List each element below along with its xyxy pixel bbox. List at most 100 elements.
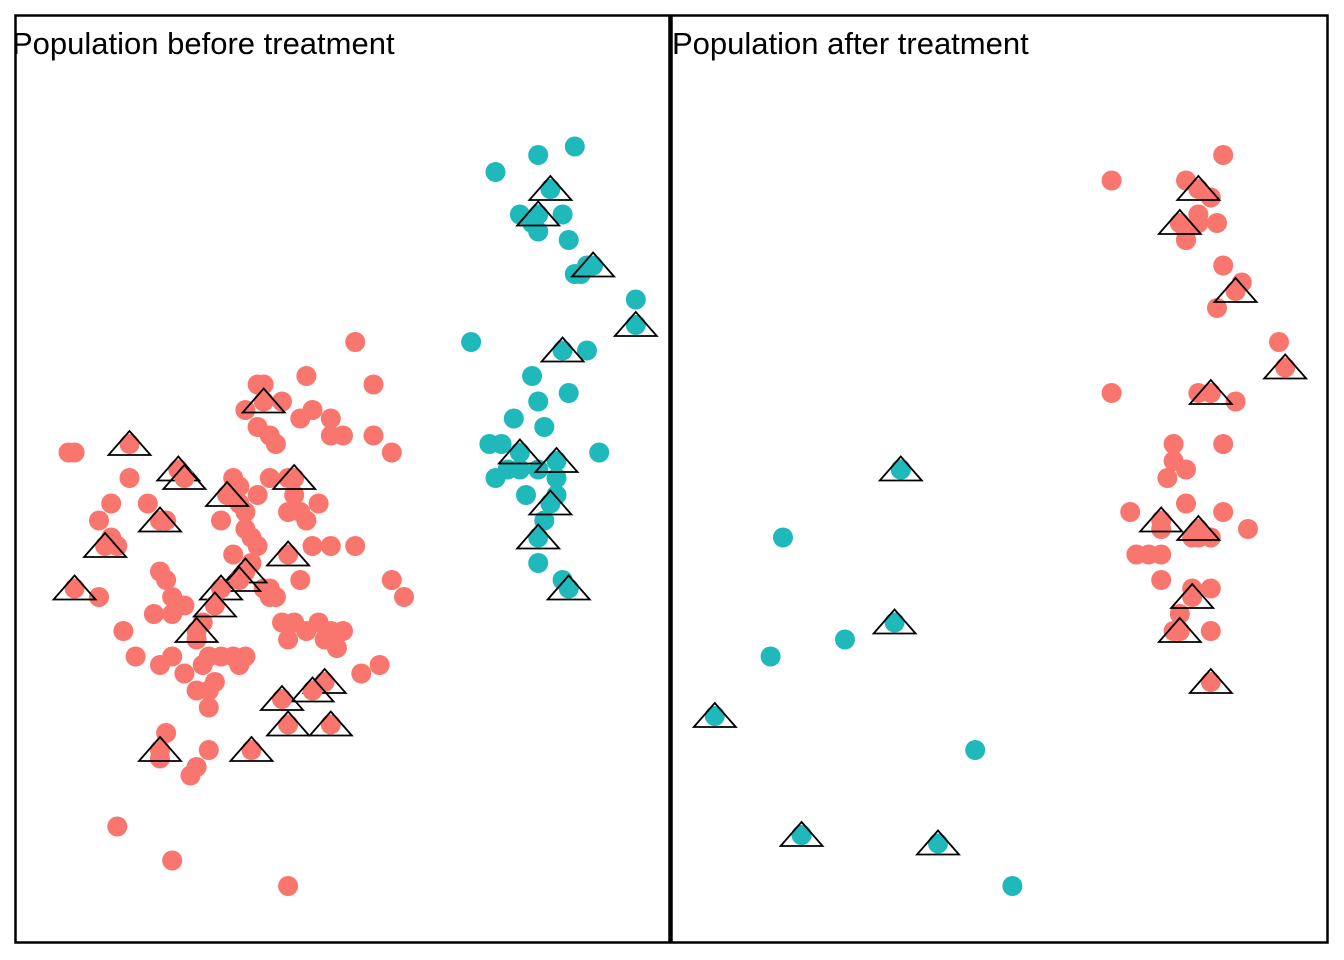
- triangle-marker: [259, 684, 305, 711]
- scatter-point: [363, 374, 384, 395]
- scatter-point: [528, 221, 549, 242]
- scatter-point: [125, 646, 146, 667]
- scatter-point: [1169, 604, 1190, 624]
- scatter-point: [235, 646, 256, 667]
- scatter-point: [1151, 570, 1172, 590]
- scatter-point: [320, 714, 341, 735]
- scatter-point: [564, 136, 585, 157]
- triangle-marker: [137, 735, 183, 762]
- scatter-marks: [691, 145, 1309, 896]
- scatter-point: [278, 629, 299, 650]
- scatter-point: [95, 536, 116, 556]
- scatter-point: [1200, 578, 1221, 599]
- scatter-point: [247, 536, 268, 556]
- scatter-point: [363, 425, 384, 446]
- scatter-point: [540, 493, 561, 514]
- scatter-point: [198, 697, 219, 718]
- scatter-point: [1200, 621, 1221, 641]
- scatter-point: [528, 527, 549, 548]
- scatter-point: [296, 366, 317, 386]
- triangle-marker: [265, 540, 312, 567]
- scatter-point: [381, 570, 402, 590]
- panel-border: [670, 14, 1329, 944]
- panel-title: Population before treatment: [12, 26, 395, 61]
- scatter-point: [101, 493, 122, 514]
- triangle-marker: [265, 710, 312, 737]
- scatter-point: [58, 442, 79, 463]
- triangle-marker: [271, 463, 318, 490]
- scatter-point: [345, 332, 366, 352]
- scatter-point: [461, 332, 482, 352]
- scatter-point: [284, 485, 305, 505]
- scatter-point: [162, 850, 183, 871]
- scatter-point: [186, 621, 207, 641]
- scatter-point: [223, 468, 244, 488]
- scatter-point: [272, 689, 292, 709]
- triangle-marker: [1175, 174, 1222, 201]
- triangle-marker: [915, 829, 961, 856]
- scatter-point: [351, 663, 372, 684]
- scatter-point: [552, 340, 573, 361]
- triangle-marker: [161, 463, 208, 490]
- scatter-point: [308, 493, 329, 514]
- scatter-point: [302, 680, 323, 701]
- scatter-point: [64, 578, 85, 599]
- scatter-point: [229, 570, 250, 590]
- scatter-point: [1225, 281, 1246, 301]
- scatter-point: [198, 740, 219, 760]
- scatter-point: [1169, 213, 1190, 233]
- scatter-point: [1213, 255, 1234, 276]
- scatter-point: [174, 663, 195, 684]
- scatter-point: [558, 578, 579, 599]
- triangle-marker: [1156, 616, 1203, 643]
- scatter-point: [1188, 179, 1209, 199]
- triangle-marker: [204, 480, 251, 507]
- scatter-point: [211, 510, 231, 531]
- scatter-point: [204, 595, 225, 616]
- scatter-point: [625, 289, 646, 310]
- panel-before-treatment: Population before treatment: [12, 14, 671, 944]
- triangle-marker: [539, 336, 586, 363]
- scatter-point: [1138, 544, 1159, 565]
- scatter-point: [516, 485, 536, 505]
- scatter-point: [89, 510, 109, 531]
- scatter-point: [333, 621, 353, 641]
- scatter-point: [546, 451, 567, 471]
- scatter-point: [320, 408, 341, 429]
- scatter-point: [113, 621, 134, 641]
- scatter-point: [485, 162, 506, 182]
- scatter-point: [162, 604, 183, 624]
- triangle-marker: [612, 310, 659, 337]
- triangle-marker: [1187, 378, 1234, 405]
- scatter-point: [272, 391, 292, 412]
- scatter-point: [1269, 332, 1289, 352]
- scatter-point: [528, 391, 549, 412]
- scatter-point: [1207, 213, 1227, 233]
- panel-after-treatment: Population after treatment: [670, 14, 1329, 944]
- triangle-marker: [228, 735, 275, 762]
- scatter-point: [583, 255, 604, 276]
- scatter-point: [89, 587, 109, 607]
- scatter-point: [1182, 587, 1203, 607]
- triangle-marker: [515, 200, 562, 227]
- scatter-point: [180, 765, 201, 786]
- scatter-point: [890, 459, 911, 480]
- scatter-point: [223, 544, 244, 565]
- scatter-point: [235, 502, 256, 522]
- scatter-point: [835, 629, 855, 650]
- scatter-point: [528, 553, 549, 573]
- triangle-marker: [216, 565, 263, 592]
- scatter-point: [546, 468, 567, 488]
- scatter-point: [773, 527, 793, 548]
- scatter-point: [1213, 434, 1234, 454]
- scatter-point: [1275, 357, 1296, 378]
- scatter-point: [259, 468, 280, 488]
- scatter-point: [965, 740, 986, 760]
- scatter-point: [156, 570, 177, 590]
- scatter-point: [259, 425, 280, 446]
- scatter-point: [534, 417, 555, 437]
- triangle-marker: [1212, 276, 1259, 303]
- scatter-point: [278, 544, 299, 565]
- triangle-marker: [691, 701, 738, 728]
